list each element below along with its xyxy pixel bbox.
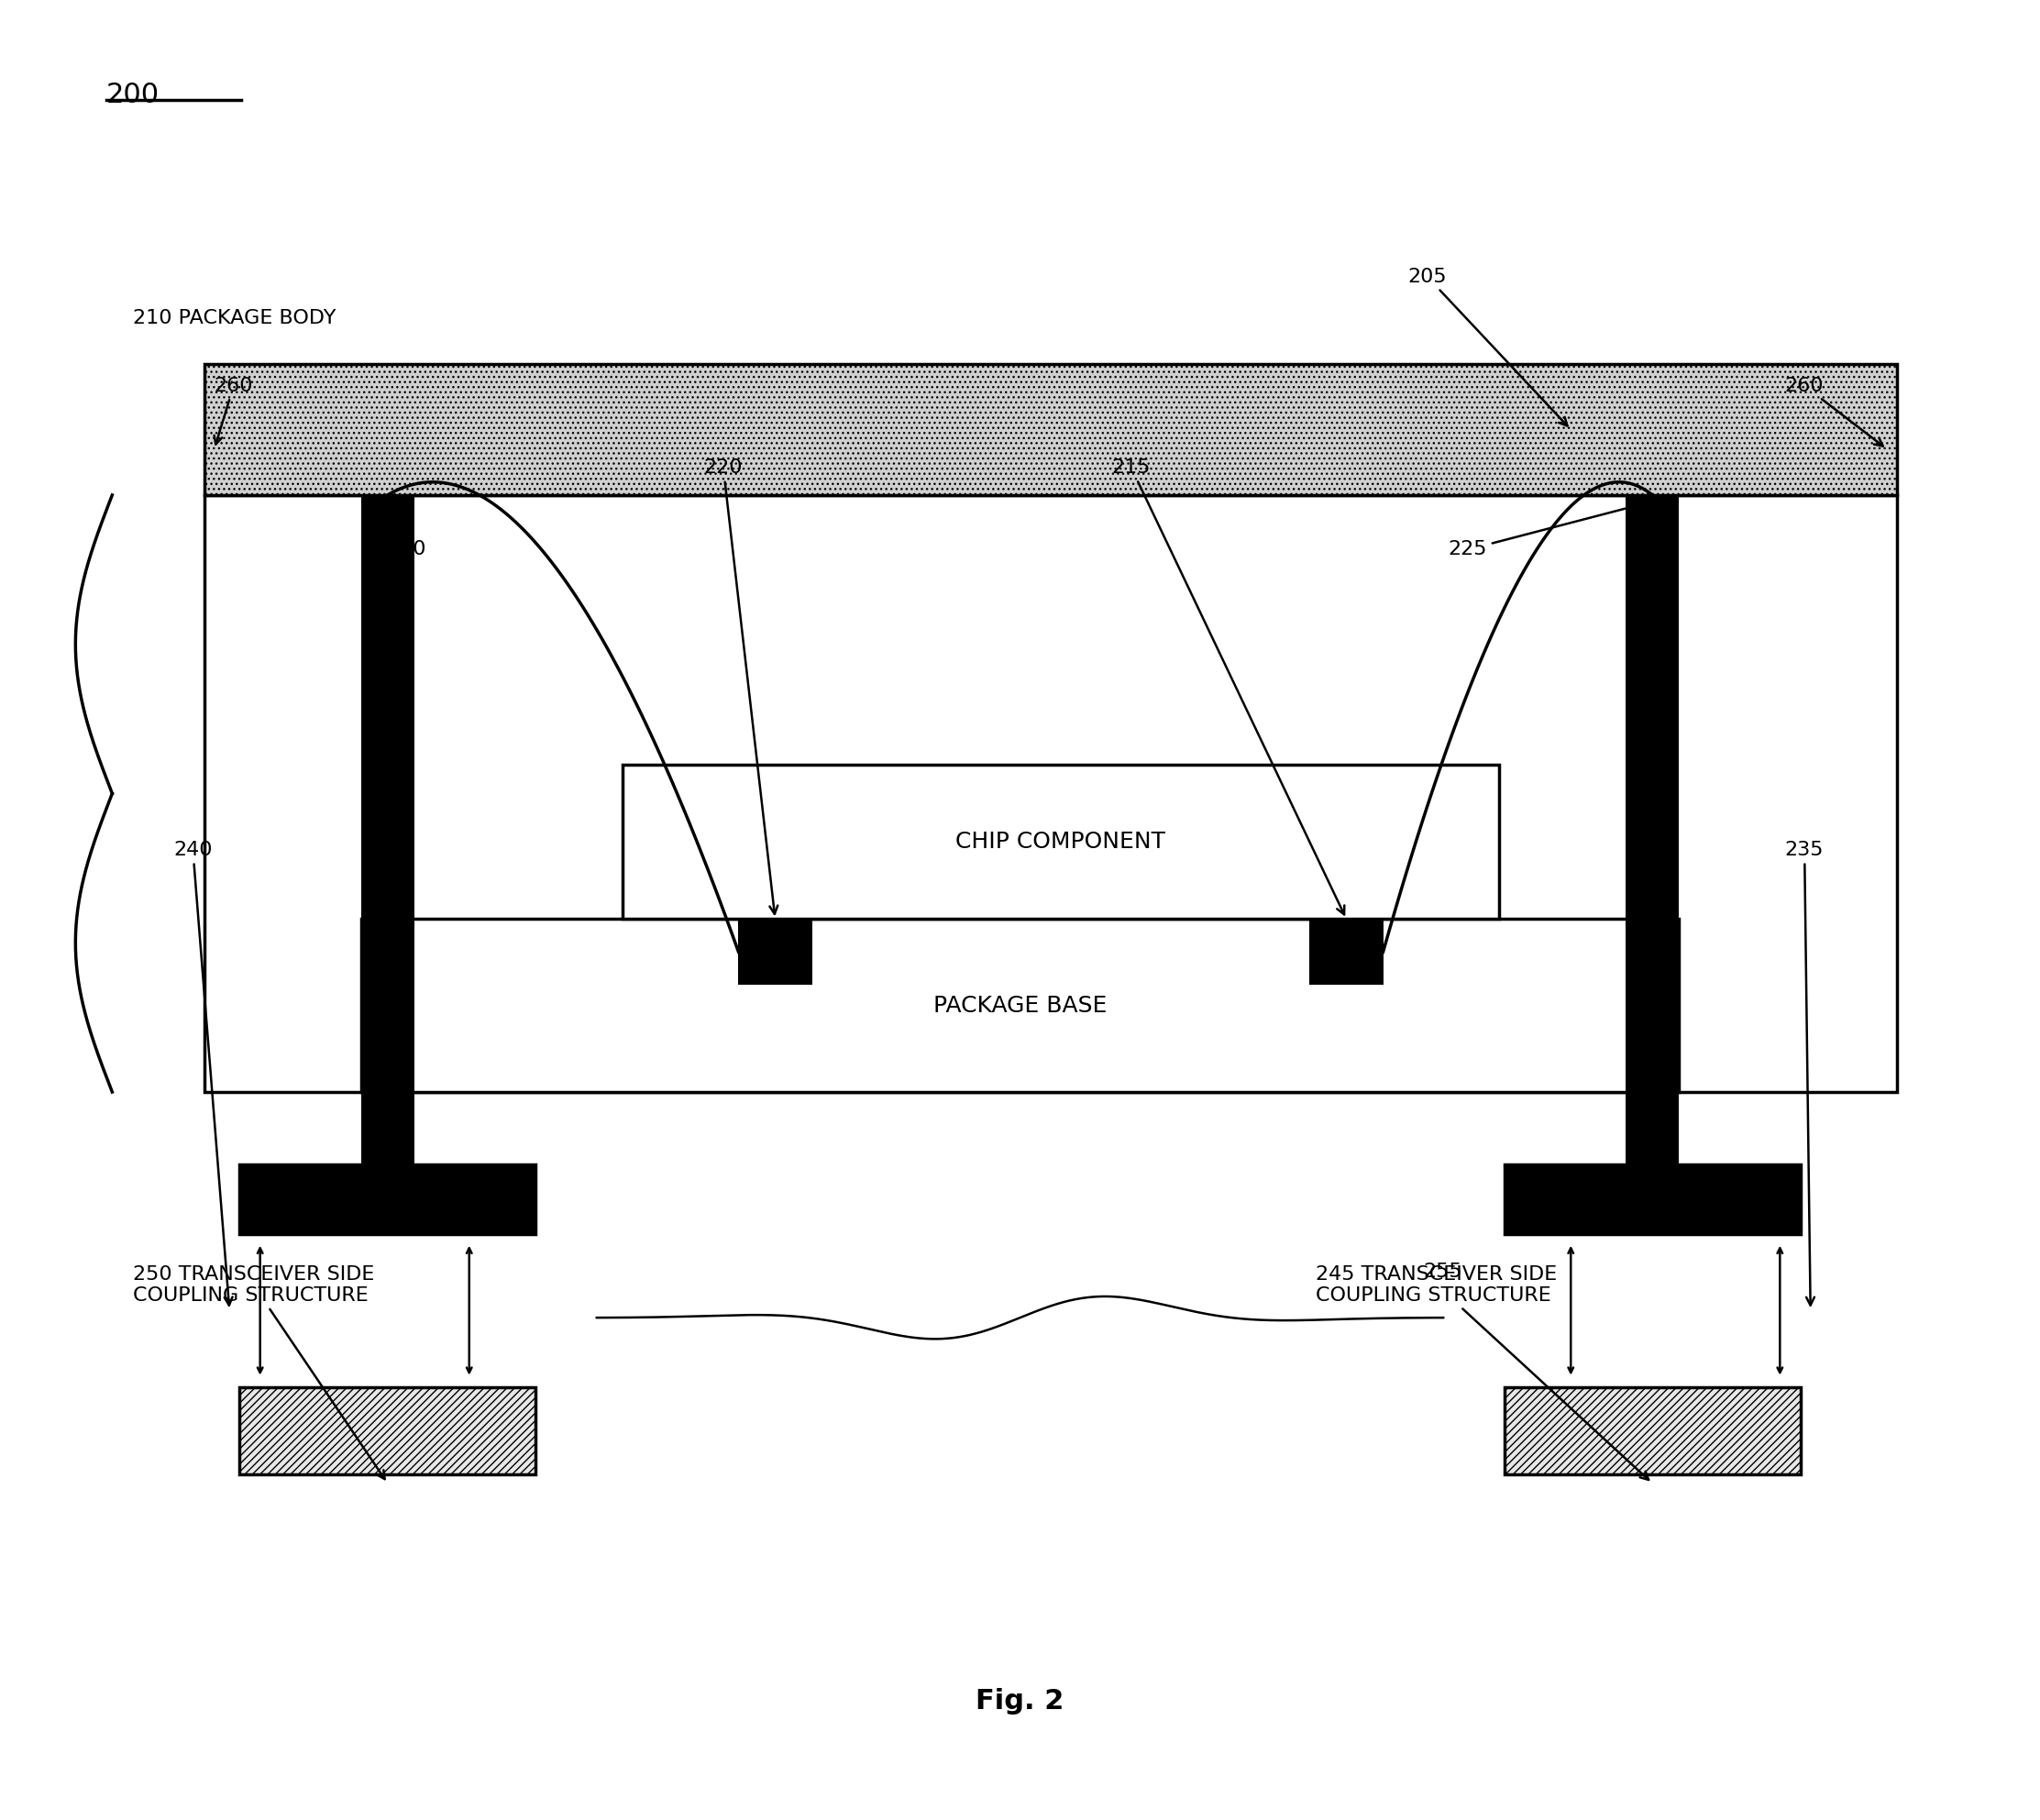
Text: Fig. 2: Fig. 2 [975, 1689, 1065, 1714]
Bar [1626, 495, 1679, 1092]
Text: CHIP COMPONENT: CHIP COMPONENT [957, 830, 1165, 854]
Bar [204, 495, 1897, 1092]
Text: 240: 240 [173, 841, 233, 1305]
Text: PACKAGE BASE: PACKAGE BASE [932, 994, 1108, 1017]
Bar [1506, 1387, 1801, 1474]
Bar [738, 919, 812, 985]
Text: 245 TRANSCEIVER SIDE
COUPLING STRUCTURE: 245 TRANSCEIVER SIDE COUPLING STRUCTURE [1316, 1265, 1648, 1480]
Bar [361, 495, 414, 1092]
Text: 230: 230 [388, 510, 426, 559]
Bar [241, 1387, 534, 1474]
Bar [1506, 1165, 1801, 1234]
Text: 205: 205 [1408, 268, 1567, 426]
Text: 260: 260 [214, 377, 253, 444]
Text: 215: 215 [1112, 459, 1344, 914]
Bar [241, 1165, 534, 1234]
Bar [1626, 1092, 1679, 1165]
Bar [204, 364, 1897, 495]
Bar [361, 1092, 414, 1165]
Text: 260: 260 [1785, 377, 1883, 446]
Text: 210 PACKAGE BODY: 210 PACKAGE BODY [133, 309, 337, 328]
Text: 250 TRANSCEIVER SIDE
COUPLING STRUCTURE: 250 TRANSCEIVER SIDE COUPLING STRUCTURE [133, 1265, 386, 1480]
Bar [622, 764, 1499, 919]
Text: 225: 225 [1448, 504, 1638, 559]
Bar [1310, 919, 1383, 985]
Text: 235: 235 [1785, 841, 1824, 1305]
Bar [361, 919, 1679, 1092]
Text: 200: 200 [106, 82, 159, 109]
Text: 220: 220 [704, 459, 777, 914]
Text: 255: 255 [1424, 1263, 1463, 1281]
